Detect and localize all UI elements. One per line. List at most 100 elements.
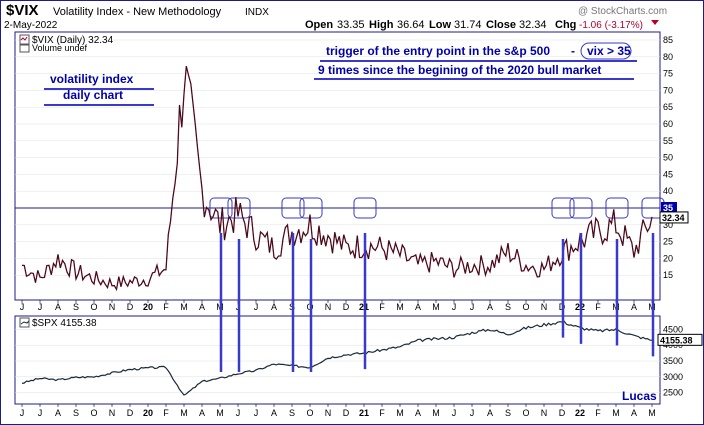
x-tick-label: N — [541, 302, 548, 312]
x-tick-label: S — [505, 408, 511, 418]
x-tick-label: D — [343, 408, 350, 418]
header-high: 36.64 — [397, 19, 425, 31]
vix-y-tick-label: 75 — [663, 69, 673, 79]
x-tick-label: A — [487, 408, 493, 418]
x-tick-label: 20 — [143, 302, 153, 312]
annotation-note-dash: - — [571, 44, 575, 58]
annotation-note-line2: 9 times since the begining of the 2020 b… — [318, 63, 601, 77]
trigger-box — [353, 197, 377, 219]
x-tick-label: J — [38, 302, 43, 312]
header-high-label: High — [369, 19, 394, 31]
vix-y-tick-label: 40 — [663, 186, 673, 196]
trigger-connector-lines — [219, 233, 655, 372]
header-chg-label: Chg — [555, 19, 576, 31]
x-tick-label: O — [90, 408, 97, 418]
header-open: 33.35 — [337, 19, 365, 31]
x-tick-label: O — [522, 302, 529, 312]
x-tick-label: A — [631, 408, 637, 418]
header-chg: -1.06 (-3.17%) — [579, 20, 643, 31]
volume-legend-box — [19, 44, 30, 53]
x-tick-label: M — [216, 408, 224, 418]
x-tick-label: F — [163, 302, 169, 312]
header-symbol: $VIX — [6, 2, 39, 19]
vix-series-line-overlay — [21, 66, 653, 291]
x-tick-label: J — [236, 408, 241, 418]
spx-legend-icon — [20, 320, 30, 325]
vix-legend-label: $VIX (Daily) 32.34 — [32, 35, 114, 46]
x-tick-label: O — [522, 408, 529, 418]
header-date: 2-May-2022 — [4, 20, 58, 31]
last-value-label: 32.34 — [662, 213, 685, 223]
header-open-label: Open — [305, 19, 333, 31]
vix-y-tick-label: 85 — [663, 35, 673, 45]
vix-panel — [14, 31, 661, 301]
x-tick-label: S — [73, 408, 79, 418]
x-tick-label: A — [631, 302, 637, 312]
x-tick-label: M — [396, 408, 404, 418]
volume-legend-label: Volume undef — [32, 43, 88, 53]
annotation-author: Lucas — [622, 389, 657, 403]
vix-y-tick-label: 80 — [663, 52, 673, 62]
x-tick-label: M — [180, 302, 188, 312]
x-tick-label: J — [254, 408, 259, 418]
trigger-markers — [209, 197, 665, 219]
trigger-box — [227, 197, 251, 219]
x-tick-label: O — [306, 408, 313, 418]
trigger-box — [299, 197, 323, 219]
header-watermark: @ StockCharts.com — [578, 6, 667, 17]
x-tick-label: J — [20, 302, 25, 312]
reference-value-label: 35 — [663, 203, 673, 213]
vix-y-tick-label: 20 — [663, 253, 673, 263]
vix-y-tick-label: 70 — [663, 85, 673, 95]
spx-x-axis: J J A S O N D 20 F M A M J J A S O N D 21 F M A M J J A S O N D 22 F M A M — [20, 404, 656, 418]
x-tick-label: D — [127, 302, 134, 312]
x-tick-label: M — [432, 408, 440, 418]
x-tick-label: A — [487, 302, 493, 312]
x-tick-label: J — [470, 408, 475, 418]
header-name: Volatility Index - New Methodology — [53, 6, 222, 18]
vix-legend-icon — [20, 36, 28, 41]
x-tick-label: S — [73, 302, 79, 312]
x-tick-label: J — [470, 302, 475, 312]
header-exchange: INDX — [245, 7, 269, 18]
header-low-label: Low — [429, 19, 451, 31]
trigger-box — [605, 197, 629, 219]
spx-y-tick-label: 2500 — [663, 388, 683, 398]
x-tick-label: F — [595, 408, 601, 418]
spx-last-value-label: 4155.38 — [660, 335, 693, 345]
x-tick-label: F — [379, 302, 385, 312]
vix-y-axis: 15 20 25 30 35 40 45 50 55 60 65 70 75 80 85 — [663, 35, 673, 280]
x-tick-label: A — [271, 302, 277, 312]
vix-y-tick-label: 50 — [663, 153, 673, 163]
x-tick-label: J — [20, 408, 25, 418]
x-tick-label: M — [432, 302, 440, 312]
x-tick-label: A — [55, 302, 61, 312]
x-tick-label: A — [415, 302, 421, 312]
annotation-title-line2: daily chart — [63, 88, 123, 102]
x-tick-label: A — [271, 408, 277, 418]
x-tick-label: M — [648, 408, 656, 418]
annotation-title-line1: volatility index — [50, 72, 134, 86]
x-tick-label: N — [109, 302, 116, 312]
x-tick-label: S — [505, 302, 511, 312]
x-tick-label: D — [127, 408, 134, 418]
x-tick-label: D — [559, 408, 566, 418]
x-tick-label: A — [415, 408, 421, 418]
x-tick-label: M — [396, 302, 404, 312]
x-tick-label: J — [38, 408, 43, 418]
x-tick-label: F — [595, 302, 601, 312]
x-tick-label: N — [325, 302, 332, 312]
x-tick-label: M — [180, 408, 188, 418]
trigger-box — [551, 197, 575, 219]
x-tick-label: F — [379, 408, 385, 418]
vix-y-tick-label: 30 — [663, 220, 673, 230]
annotation-note-line1: trigger of the entry point in the s&p 50… — [326, 44, 550, 58]
spx-legend-box — [19, 317, 30, 328]
trigger-box — [281, 197, 305, 219]
annotation-note-vix: vix > 35 — [587, 44, 631, 58]
vix-y-tick-label: 55 — [663, 136, 673, 146]
vix-y-tick-label: 65 — [663, 102, 673, 112]
vix-y-tick-label: 25 — [663, 237, 673, 247]
x-tick-label: A — [55, 408, 61, 418]
x-tick-label: M — [612, 408, 620, 418]
